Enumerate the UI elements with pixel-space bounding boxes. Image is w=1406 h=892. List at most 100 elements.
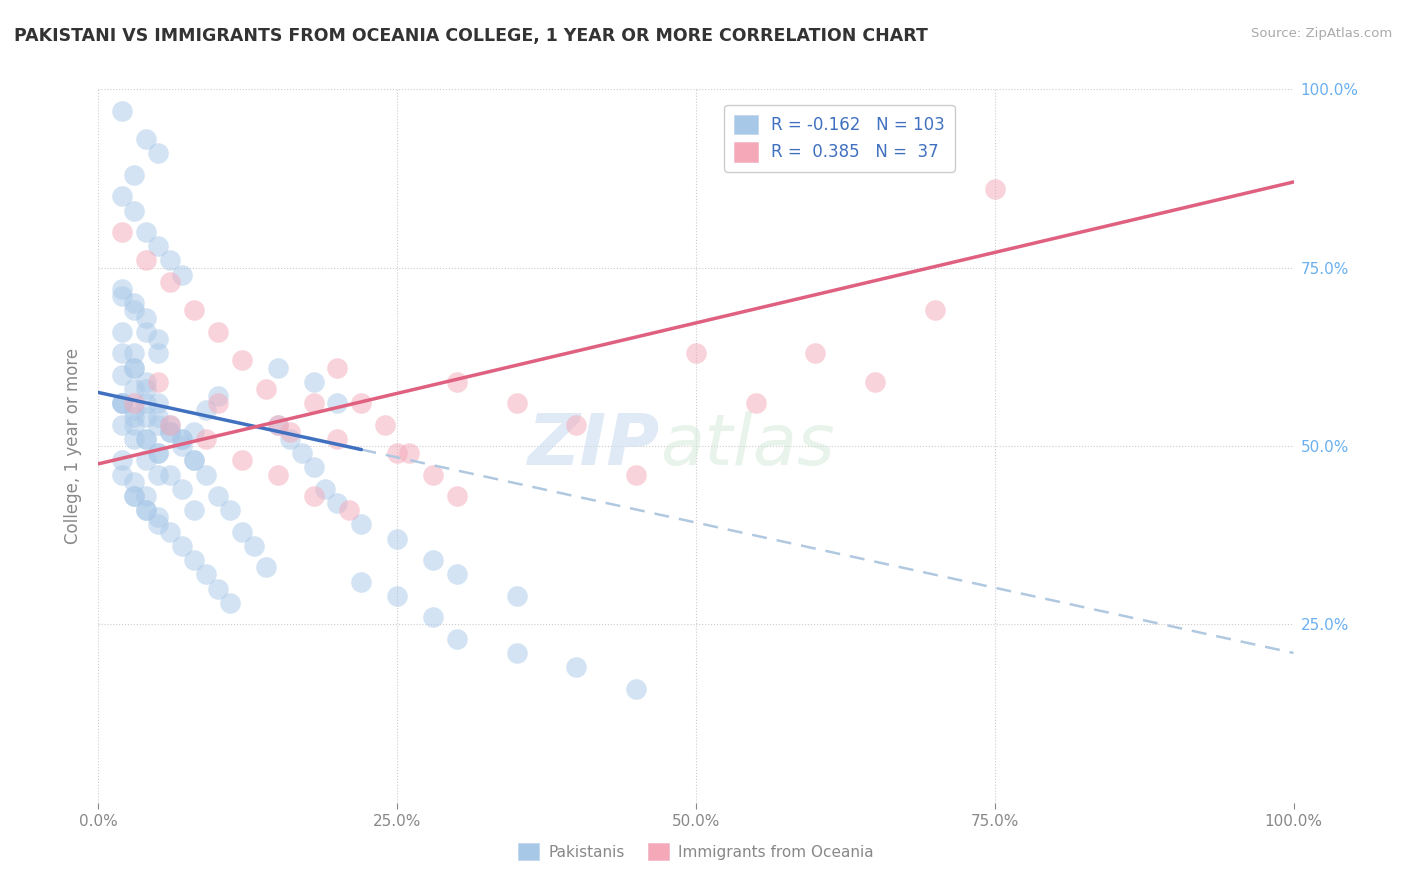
Point — [111, 467, 134, 482]
Point — [398, 446, 420, 460]
Point — [148, 446, 170, 460]
Point — [302, 460, 325, 475]
Point — [422, 553, 444, 567]
Legend: R = -0.162   N = 103, R =  0.385   N =  37: R = -0.162 N = 103, R = 0.385 N = 37 — [724, 104, 955, 171]
Point — [984, 182, 1007, 196]
Point — [626, 467, 648, 482]
Point — [124, 489, 146, 503]
Point — [148, 375, 170, 389]
Point — [172, 432, 194, 446]
Point — [350, 517, 373, 532]
Point — [124, 360, 146, 375]
Point — [111, 396, 134, 410]
Point — [267, 360, 290, 375]
Point — [195, 467, 218, 482]
Point — [924, 303, 946, 318]
Point — [135, 432, 157, 446]
Point — [804, 346, 827, 360]
Point — [422, 610, 444, 624]
Point — [124, 417, 146, 432]
Point — [326, 360, 349, 375]
Point — [159, 425, 181, 439]
Point — [278, 425, 301, 439]
Text: Source: ZipAtlas.com: Source: ZipAtlas.com — [1251, 27, 1392, 40]
Point — [183, 303, 205, 318]
Point — [231, 453, 253, 467]
Point — [172, 539, 194, 553]
Point — [506, 646, 529, 660]
Point — [159, 467, 181, 482]
Point — [195, 432, 218, 446]
Point — [148, 467, 170, 482]
Point — [422, 467, 444, 482]
Point — [446, 632, 468, 646]
Text: ZIP: ZIP — [527, 411, 661, 481]
Point — [111, 289, 134, 303]
Point — [124, 475, 146, 489]
Point — [111, 417, 134, 432]
Point — [124, 382, 146, 396]
Point — [243, 539, 266, 553]
Point — [148, 417, 170, 432]
Point — [374, 417, 396, 432]
Point — [159, 524, 181, 539]
Point — [207, 389, 229, 403]
Point — [124, 432, 146, 446]
Point — [231, 524, 253, 539]
Point — [111, 368, 134, 382]
Point — [148, 510, 170, 524]
Point — [148, 332, 170, 346]
Point — [183, 453, 205, 467]
Point — [159, 425, 181, 439]
Point — [219, 596, 242, 610]
Point — [124, 296, 146, 310]
Point — [446, 567, 468, 582]
Point — [111, 453, 134, 467]
Point — [183, 425, 205, 439]
Point — [148, 146, 170, 161]
Point — [350, 396, 373, 410]
Point — [111, 325, 134, 339]
Point — [207, 396, 229, 410]
Point — [124, 203, 146, 218]
Point — [267, 417, 290, 432]
Point — [111, 103, 134, 118]
Point — [111, 346, 134, 360]
Point — [339, 503, 361, 517]
Point — [172, 268, 194, 282]
Point — [111, 282, 134, 296]
Text: atlas: atlas — [661, 411, 835, 481]
Point — [135, 396, 157, 410]
Y-axis label: College, 1 year or more: College, 1 year or more — [65, 348, 83, 544]
Point — [111, 396, 134, 410]
Point — [385, 446, 409, 460]
Point — [135, 503, 157, 517]
Point — [124, 168, 146, 182]
Point — [172, 482, 194, 496]
Point — [302, 375, 325, 389]
Point — [506, 396, 529, 410]
Point — [254, 560, 277, 574]
Point — [135, 310, 157, 325]
Point — [111, 225, 134, 239]
Point — [135, 453, 157, 467]
Point — [267, 467, 290, 482]
Point — [148, 346, 170, 360]
Point — [302, 489, 325, 503]
Point — [231, 353, 253, 368]
Point — [148, 396, 170, 410]
Point — [385, 589, 409, 603]
Point — [385, 532, 409, 546]
Point — [135, 382, 157, 396]
Point — [124, 360, 146, 375]
Point — [207, 325, 229, 339]
Point — [159, 417, 181, 432]
Point — [111, 189, 134, 203]
Point — [148, 239, 170, 253]
Point — [172, 432, 194, 446]
Point — [195, 567, 218, 582]
Point — [302, 396, 325, 410]
Point — [148, 446, 170, 460]
Point — [745, 396, 768, 410]
Point — [135, 325, 157, 339]
